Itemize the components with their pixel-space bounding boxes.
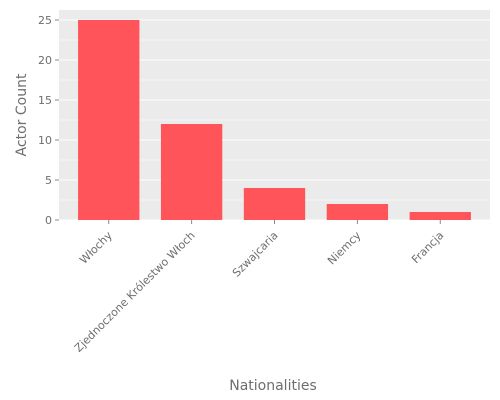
bar: [243, 188, 306, 220]
y-tick-label: 25: [38, 14, 52, 27]
y-axis-label: Actor Count: [14, 73, 30, 156]
y-axis-ticks: 0 5 10 15 20 25: [38, 14, 59, 227]
bar: [78, 20, 140, 220]
x-tick-label: Włochy: [77, 229, 115, 267]
x-tick-label: Szwajcaria: [230, 229, 281, 280]
x-tick-label: Francja: [409, 229, 446, 266]
y-tick-label: 10: [38, 134, 52, 147]
bars: [78, 20, 471, 220]
bar: [409, 212, 471, 220]
y-tick-label: 20: [38, 54, 52, 67]
bar: [326, 204, 389, 220]
y-tick-label: 0: [45, 214, 52, 227]
x-axis-label: Nationalities: [229, 378, 317, 394]
y-tick-label: 15: [38, 94, 52, 107]
y-tick-label: 5: [45, 174, 52, 187]
bar: [160, 124, 223, 220]
x-tick-label: Niemcy: [325, 229, 364, 268]
